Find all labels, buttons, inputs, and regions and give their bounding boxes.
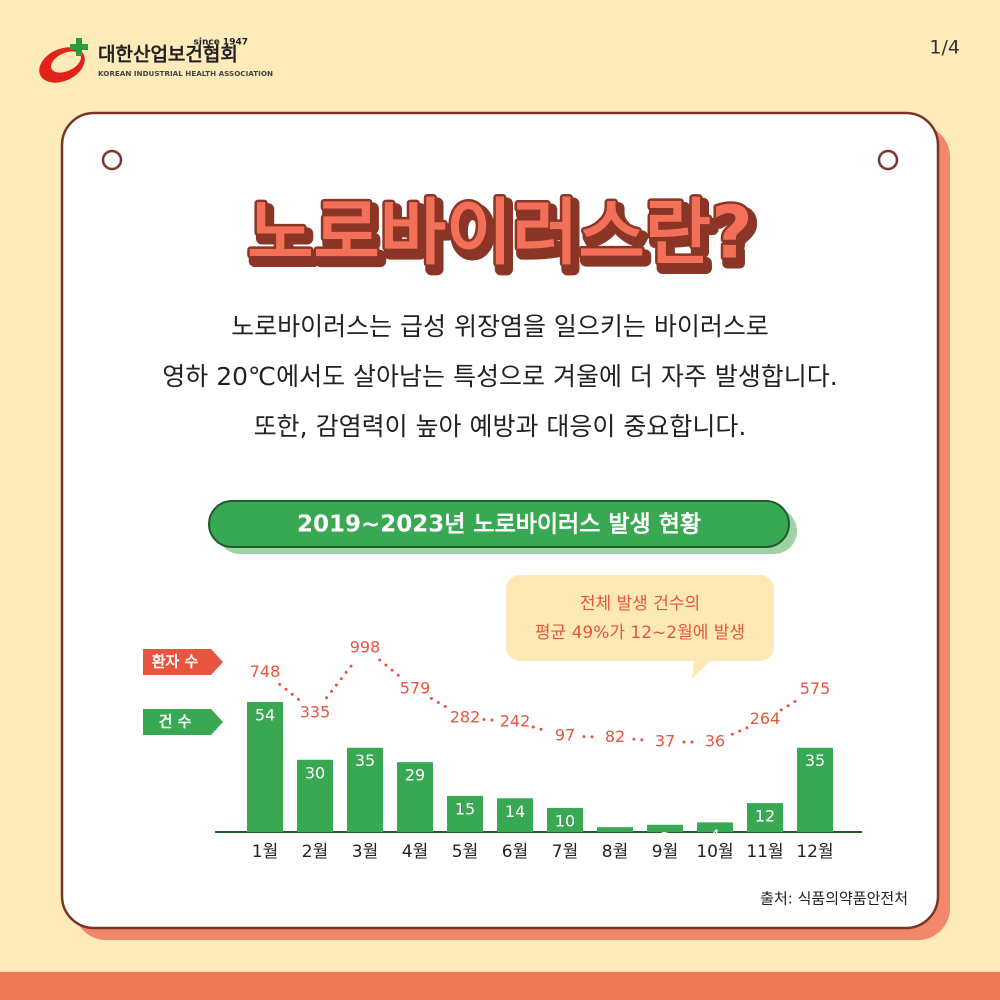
point-label: 36 (705, 732, 725, 751)
bar-value-label: 4 (710, 826, 720, 845)
title: 노로바이러스란? (247, 191, 752, 275)
bar (647, 824, 683, 832)
bar-value-label: 30 (305, 763, 325, 782)
bar (697, 822, 733, 832)
x-tick-label: 2월 (302, 842, 328, 862)
connector (531, 725, 549, 733)
bar (547, 807, 583, 832)
bar (297, 759, 333, 832)
x-tick-label: 1월 (252, 842, 278, 862)
bar (397, 762, 433, 832)
x-tick-label: 8월 (602, 842, 628, 862)
bar-value-label: 3 (660, 828, 670, 847)
bar-value-label: 35 (805, 751, 825, 770)
bar-value-label: 2 (610, 831, 620, 850)
x-tick-label: 3월 (352, 842, 378, 862)
intro-line: 영하 20℃에서도 살아남는 특성으로 겨울에 더 자주 발생합니다. (162, 362, 837, 391)
bar-value-label: 10 (555, 811, 575, 830)
legend-tag (143, 709, 223, 735)
point-label: 575 (800, 679, 831, 698)
org-name: 대한산업보건협회 (98, 44, 238, 66)
bottom-band (0, 972, 1000, 1000)
connector (730, 725, 750, 736)
point-label: 579 (400, 678, 431, 697)
bar-value-label: 35 (355, 751, 375, 770)
logo-mark-inner (51, 51, 81, 73)
point-label: 82 (605, 727, 625, 746)
x-tick-label: 4월 (402, 842, 428, 862)
bar-value-label: 12 (755, 807, 775, 826)
intro-line: 노로바이러스는 급성 위장염을 일으키는 바이러스로 (231, 312, 769, 341)
bar-value-label: 15 (455, 799, 475, 818)
bar (447, 795, 483, 832)
connector (429, 696, 451, 710)
x-tick-label: 7월 (552, 842, 578, 862)
pin (877, 149, 899, 171)
point-label: 37 (655, 731, 675, 750)
source: 출처: 식품의약품안전처 (760, 890, 908, 908)
page-number: 1/4 (929, 37, 960, 59)
bar (247, 702, 283, 832)
point-label: 242 (500, 711, 531, 730)
x-tick-label: 11월 (746, 842, 783, 862)
bar-value-label: 54 (255, 706, 275, 725)
connector (325, 661, 355, 700)
x-tick-label: 12월 (796, 842, 833, 862)
pin (101, 149, 123, 171)
annotation-line: 평균 49%가 12~2월에 발생 (535, 623, 745, 643)
bar (747, 803, 783, 832)
point-label: 97 (555, 726, 575, 745)
point-label: 335 (300, 702, 331, 721)
annotation-line: 전체 발생 건수의 (580, 594, 700, 614)
logo-cross (70, 38, 88, 56)
bar-value-label: 29 (405, 766, 425, 785)
point-label: 264 (750, 709, 781, 728)
org-name-en: KOREAN INDUSTRIAL HEALTH ASSOCIATION (98, 69, 273, 78)
since: since 1947 (194, 38, 248, 48)
bar (497, 798, 533, 832)
title-shadow: 노로바이러스란? (251, 197, 756, 281)
x-tick-label: 6월 (502, 842, 528, 862)
intro-line: 또한, 감염력이 높아 예방과 대응이 중요합니다. (254, 412, 747, 441)
point-label: 282 (450, 707, 481, 726)
point-label: 998 (350, 638, 381, 657)
bar (797, 747, 833, 832)
chart-title-pill (208, 500, 790, 548)
x-tick-label: 9월 (652, 842, 678, 862)
legend-label: 건 수 (159, 713, 192, 731)
annotation-bubble (506, 575, 774, 679)
bar (347, 747, 383, 832)
x-tick-label: 10월 (696, 842, 733, 862)
legend-tag (143, 649, 223, 675)
connector (779, 697, 801, 712)
bar-value-label: 14 (505, 802, 525, 821)
x-tick-label: 5월 (452, 842, 478, 862)
legend-label: 환자 수 (152, 653, 199, 671)
chart-title: 2019~2023년 노로바이러스 발생 현황 (297, 512, 701, 538)
bar (597, 827, 633, 832)
point-label: 748 (250, 662, 281, 681)
